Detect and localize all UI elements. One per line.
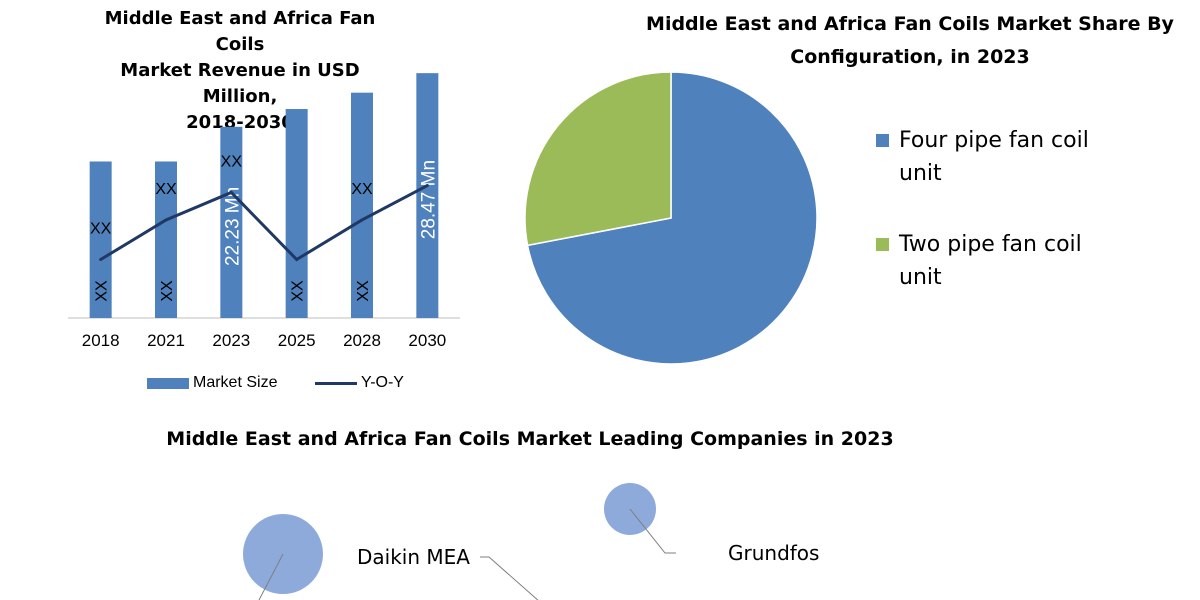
bar-value-label-2023: 22.23 Mn [222, 187, 243, 266]
x-tick-2021: 2021 [147, 331, 185, 350]
revenue-title-line-1: Middle East and Africa Fan Coils [104, 8, 376, 55]
yoy-point-2028 [360, 218, 364, 222]
bar-2021 [155, 161, 177, 318]
legend-market-size-label: Market Size [193, 374, 278, 391]
yoy-point-2021 [164, 218, 168, 222]
pie-legend-two-pipe: Two pipe fan coil unit [876, 228, 1099, 294]
yoy-label-2021: XX [155, 181, 177, 198]
yoy-line [99, 184, 429, 262]
configuration-title-line-1: Middle East and Africa Fan Coils Market … [646, 13, 1174, 35]
legend-yoy: Y-O-Y [315, 374, 404, 392]
pie-legend: Four pipe fan coil unit Two pipe fan coi… [876, 124, 1106, 304]
yoy-label-2028: XX [351, 181, 373, 198]
configuration-title-line-2: Configuration, in 2023 [790, 46, 1030, 68]
bar-2018 [89, 161, 112, 318]
configuration-chart-panel: Middle East and Africa Fan Coils Market … [500, 0, 1200, 410]
x-tick-2023: 2023 [212, 331, 250, 350]
yoy-point-2018 [99, 258, 103, 262]
yoy-label-2023: XX [221, 153, 243, 170]
bar-2025 [285, 109, 308, 319]
revenue-chart-title: Middle East and Africa Fan Coils Market … [95, 6, 385, 136]
company-label-grundfos: Grundfos [728, 541, 820, 565]
legend-yoy-label: Y-O-Y [361, 374, 404, 391]
yoy-point-2025 [295, 258, 299, 262]
bar-2030 [416, 73, 439, 319]
bar-value-label-2021: XX [159, 280, 176, 302]
yoy-label-2018: XX [90, 221, 112, 238]
x-tick-2028: 2028 [343, 331, 381, 350]
yoy-point-2030 [425, 184, 429, 188]
companies-svg [243, 483, 676, 600]
bar-value-label-2025: XX [290, 280, 307, 302]
revenue-title-line-3: 2018-2030 [186, 112, 294, 133]
x-tick-2025: 2025 [278, 331, 316, 350]
pie-legend-two-pipe-swatch [876, 238, 889, 251]
revenue-chart-svg: 2018 XX 2021 XX 2023 22.23 Mn 2025 XX 2028 XX 2030… [68, 73, 460, 350]
company-label-daikin: Daikin MEA [357, 545, 470, 569]
revenue-chart-panel: Middle East and Africa Fan Coils Market … [0, 0, 490, 410]
configuration-chart-title: Middle East and Africa Fan Coils Market … [630, 8, 1190, 74]
legend-line-swatch [315, 381, 357, 385]
x-tick-2030: 2030 [408, 331, 446, 350]
x-tick-2018: 2018 [82, 331, 120, 350]
pie-legend-two-pipe-label: Two pipe fan coil unit [899, 232, 1082, 290]
bar-2023 [220, 126, 243, 319]
legend-market-size: Market Size [147, 374, 277, 392]
companies-panel: Middle East and Africa Fan Coils Market … [0, 410, 1200, 600]
pie-legend-four-pipe-swatch [876, 134, 889, 147]
companies-title: Middle East and Africa Fan Coils Market … [166, 428, 894, 450]
daikin-connector [480, 556, 539, 600]
bar-2028 [351, 92, 373, 319]
daikin-bubble-connector [258, 553, 284, 600]
pie-slice-four-pipe [526, 71, 818, 365]
configuration-pie-svg [524, 71, 818, 365]
revenue-title-line-2: Market Revenue in USD Million, [120, 60, 360, 107]
pie-legend-four-pipe-label: Four pipe fan coil unit [899, 128, 1089, 186]
bar-value-label-2028: XX [355, 280, 372, 302]
bar-value-label-2030: 28.47 Mn [418, 160, 439, 239]
pie-slice-two-pipe [524, 71, 672, 247]
bar-value-label-2018: XX [94, 280, 111, 302]
legend-bar-swatch [147, 377, 189, 389]
yoy-point-2023 [229, 190, 233, 194]
pie-legend-four-pipe: Four pipe fan coil unit [876, 124, 1099, 190]
grundfos-connector [629, 508, 676, 554]
